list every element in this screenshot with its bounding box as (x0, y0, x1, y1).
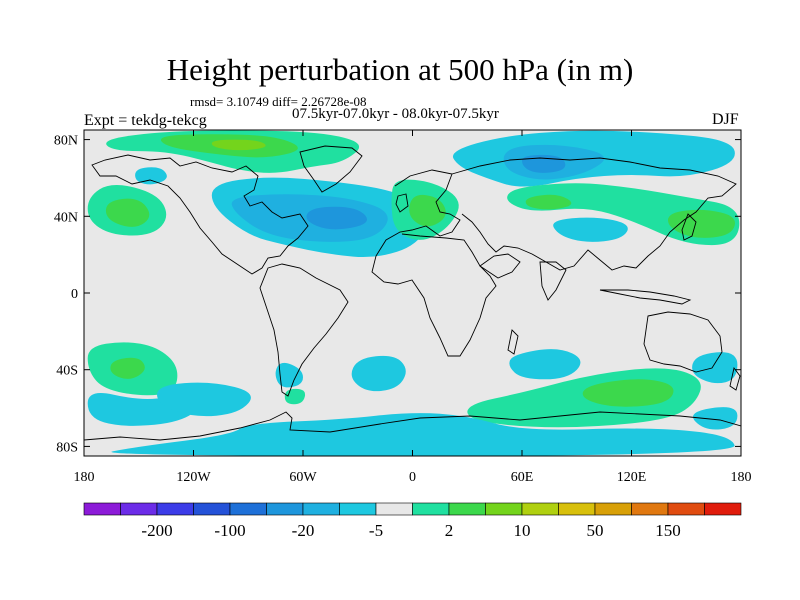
colorbar-swatch (375, 502, 413, 516)
coast-europe-africa (371, 169, 497, 357)
colorbar-swatch (667, 502, 705, 516)
region-antarctic-negative (111, 413, 735, 456)
lon-tick-label: 0 (409, 470, 416, 485)
region-east-antarctic-negative-edge (693, 407, 738, 430)
region-north-pacific-west-positive-core (668, 209, 736, 238)
colorbar-swatch (120, 502, 158, 516)
coast-south-america (259, 263, 349, 397)
colorbar: -200 -100 -20 -5 2 10 50 150 (83, 502, 742, 540)
region-north-pacific-positive-core (105, 198, 150, 227)
coast-greenland (299, 145, 363, 193)
region-south-america-positive (284, 388, 306, 405)
lon-tick-label: 180 (74, 470, 95, 485)
colorbar-swatch (156, 502, 194, 516)
region-south-pacific-positive-core (110, 357, 145, 379)
coast-madagascar (507, 329, 519, 355)
lat-tick-label: 80N (54, 134, 78, 149)
colorbar-label: 10 (514, 521, 531, 540)
coast-new-zealand (729, 366, 741, 391)
period-text: 07.5kyr-07.0kyr - 08.0kyr-07.5kyr (292, 106, 499, 122)
coast-uk (395, 193, 409, 213)
lon-tick-label: 60E (511, 470, 534, 485)
region-indian-ocean-negative (509, 349, 581, 380)
axis-ticks: 80N 40N 0 40S 80S 180 120W 60W 0 60E 120E 180 (54, 130, 752, 485)
region-south-america-negative (275, 362, 303, 388)
colorbar-label: 2 (445, 521, 454, 540)
lon-tick-label: 120W (176, 470, 211, 485)
coast-india (539, 261, 567, 301)
colorbar-swatch (594, 502, 632, 516)
colorbar-swatch (83, 502, 121, 516)
colorbar-swatch (302, 502, 340, 516)
colorbar-swatch (485, 502, 523, 516)
colorbar-swatch (631, 502, 669, 516)
colorbar-swatch (229, 502, 267, 516)
colorbar-swatch (193, 502, 231, 516)
lat-tick-label: 0 (71, 287, 78, 302)
region-arctic-canada-positive-peak (211, 139, 266, 151)
region-north-atlantic-negative-peak (306, 206, 367, 230)
lat-tick-label: 80S (56, 440, 78, 455)
coast-north-america (91, 154, 309, 275)
region-tasman-negative (692, 352, 738, 384)
colorbar-swatch (266, 502, 304, 516)
coast-antarctica (84, 411, 741, 441)
season-label: DJF (712, 111, 739, 128)
lon-tick-label: 180 (731, 470, 752, 485)
stats-text: rmsd= 3.10749 diff= 2.26728e-08 (190, 94, 367, 109)
lon-tick-label: 60W (289, 470, 317, 485)
region-central-asia-positive-core-west (525, 194, 572, 210)
coastlines (84, 145, 741, 441)
lat-tick-label: 40S (56, 364, 78, 379)
experiment-label: Expt = tekdg-tekcg (84, 112, 207, 129)
colorbar-label: -200 (141, 521, 172, 540)
coast-japan (681, 213, 697, 241)
colorbar-label: 50 (587, 521, 604, 540)
region-south-pacific-negative-2 (157, 382, 251, 417)
lon-tick-label: 120E (617, 470, 647, 485)
coast-indonesia (599, 289, 692, 305)
colorbar-swatch (558, 502, 596, 516)
region-southern-indian-positive-core (582, 379, 674, 407)
coast-asia (451, 157, 737, 271)
region-china-negative (553, 217, 628, 242)
coast-australia (643, 311, 723, 373)
plot-title: Height perturbation at 500 hPa (in m) (166, 52, 634, 87)
colorbar-label: -20 (292, 521, 315, 540)
colorbar-swatch (704, 502, 742, 516)
region-alaska-negative (135, 167, 167, 185)
colorbar-swatch (339, 502, 377, 516)
colorbar-swatch (448, 502, 486, 516)
lat-tick-label: 40N (54, 210, 78, 225)
colorbar-label: 150 (655, 521, 681, 540)
coast-arabia (479, 253, 521, 279)
colorbar-label: -5 (369, 521, 383, 540)
colorbar-label: -100 (214, 521, 245, 540)
colorbar-swatch (412, 502, 450, 516)
colorbar-swatch (521, 502, 559, 516)
region-south-atlantic-negative (351, 355, 406, 392)
